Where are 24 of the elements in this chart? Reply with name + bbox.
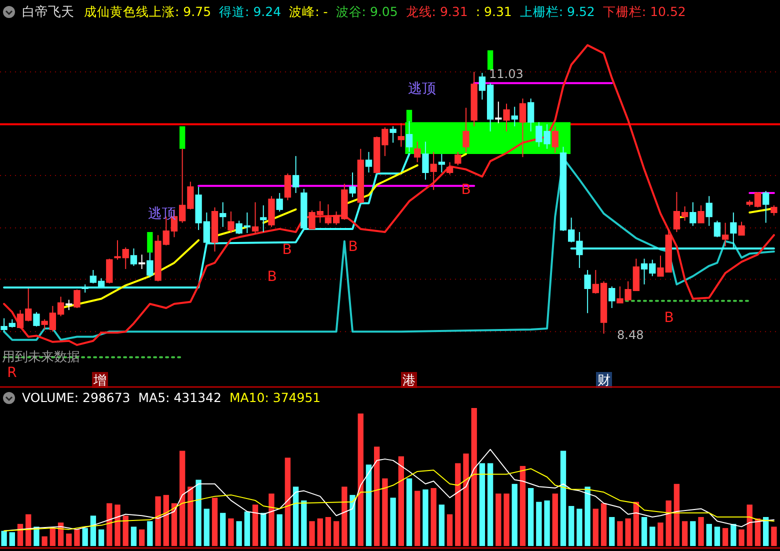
annotation: 成仙黄色线上涨: 9.75 [84,4,212,19]
annotation: 龙线: 9.31 [406,4,468,19]
annotation: 港 [402,374,416,389]
annotation: B [461,182,471,198]
text: MA10: 374951 [229,390,321,405]
text: MA5: 431342 [138,390,222,405]
annotation: B [348,238,358,255]
annotation: B [664,310,674,326]
annotation: 逃顶 [408,80,436,97]
annotation: 财 [598,374,610,389]
annotation: 上栅栏: 9.52 [520,4,595,19]
text: VOLUME: 298673 [22,390,130,405]
annotation: : 9.31 [476,4,512,19]
annotation: B [267,268,277,285]
annotation: B [282,242,292,258]
annotation: 下栅栏: 10.52 [602,4,686,19]
annotation: 11.03 [489,67,524,82]
chart-title: 白帝飞天 [22,5,74,20]
annotation: 波谷: 9.05 [336,4,398,19]
annotation: 增 [92,374,106,389]
annotation: R [7,364,18,381]
annotation: 波峰: - [289,4,328,19]
annotation: 得道: 9.24 [219,4,282,19]
annotation: 8.48 [617,328,644,342]
